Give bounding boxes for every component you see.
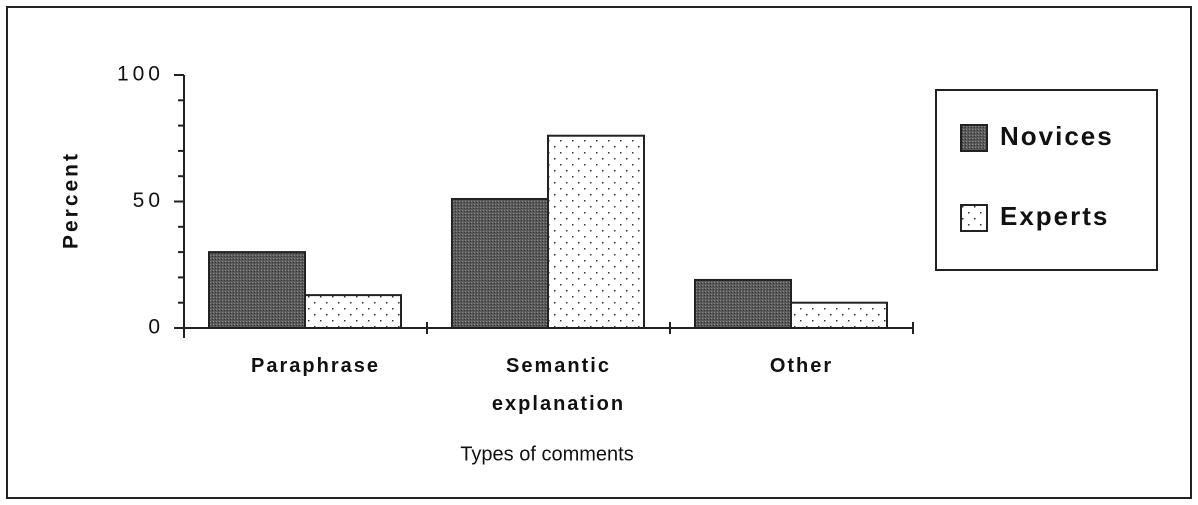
x-tick-label: Other — [769, 355, 834, 377]
bar — [547, 134, 645, 329]
bar — [790, 301, 888, 330]
x-axis-label: Types of comments — [460, 443, 633, 465]
legend-swatch — [960, 124, 988, 152]
legend-label: Experts — [1000, 201, 1109, 231]
y-tick-label: 50 — [133, 189, 164, 212]
bar — [208, 251, 306, 330]
y-axis-label: Percent — [60, 151, 83, 249]
legend-label: Novices — [1000, 121, 1114, 151]
bar — [304, 294, 402, 329]
frame — [6, 6, 1192, 499]
x-tick-label: Paraphrase — [251, 355, 380, 377]
bar — [694, 278, 792, 329]
legend — [935, 89, 1158, 271]
y-tick-label: 100 — [117, 63, 164, 86]
y-tick-label: 0 — [148, 316, 164, 339]
legend-swatch — [960, 204, 988, 232]
bar — [451, 197, 549, 329]
x-tick-label: Semantic explanation — [491, 355, 626, 415]
